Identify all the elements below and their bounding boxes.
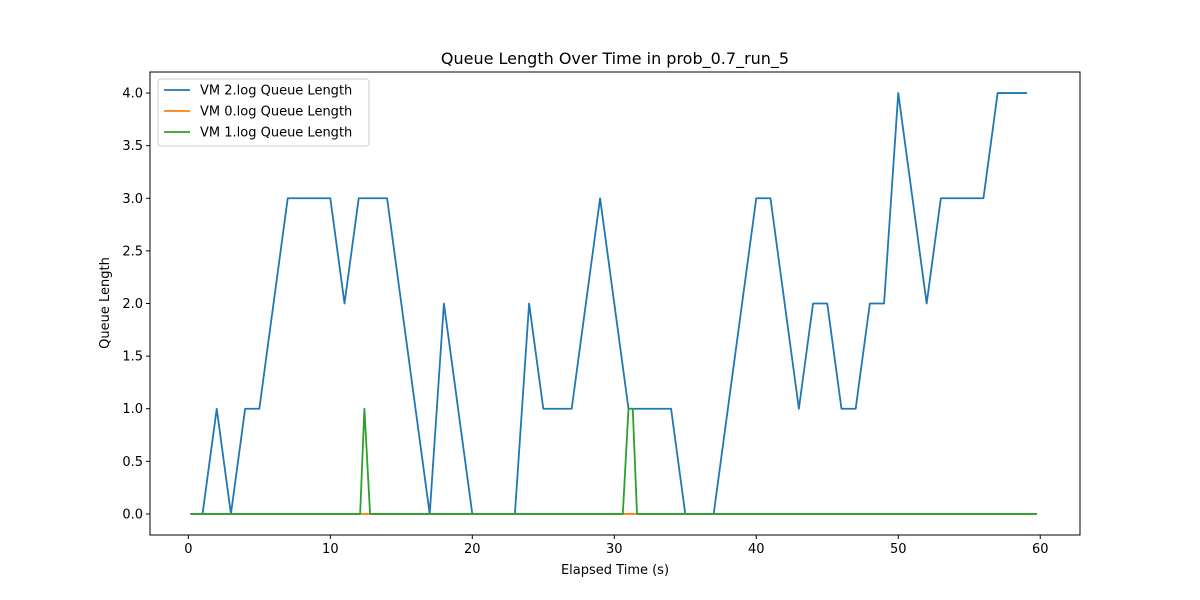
legend: VM 2.log Queue Length VM 0.log Queue Leng…	[157, 78, 370, 147]
y-tick-label: 2.5	[122, 244, 143, 259]
legend-label: VM 2.log Queue Length	[200, 84, 352, 99]
x-tick-label: 60	[1032, 542, 1049, 557]
y-tick-label: 3.5	[122, 139, 143, 154]
y-tick-label: 0.5	[122, 455, 143, 470]
legend-box	[157, 78, 370, 147]
legend-label: VM 0.log Queue Length	[200, 105, 352, 120]
y-axis-label: Queue Length	[98, 257, 113, 349]
x-tick-label: 50	[890, 542, 907, 557]
plot-area: 0 10 20 30 40 50 60 0.0 0.5 1.0 1.5 2.0 2.5 3.0 3.5 4.…	[122, 71, 1081, 557]
y-axis: 0.0 0.5 1.0 1.5 2.0 2.5 3.0 3.5 4.0	[122, 87, 150, 522]
x-tick-label: 20	[464, 542, 481, 557]
x-axis: 0 10 20 30 40 50 60	[184, 535, 1049, 557]
x-tick-label: 10	[322, 542, 339, 557]
y-tick-label: 0.0	[122, 507, 143, 522]
y-tick-label: 4.0	[122, 87, 143, 102]
x-axis-label: Elapsed Time (s)	[561, 563, 669, 578]
y-tick-label: 2.0	[122, 297, 143, 312]
x-tick-label: 40	[748, 542, 765, 557]
y-tick-label: 1.0	[122, 402, 143, 417]
legend-label: VM 1.log Queue Length	[200, 126, 352, 141]
series-layer	[190, 92, 1037, 515]
x-tick-label: 0	[184, 542, 192, 557]
y-tick-label: 3.0	[122, 192, 143, 207]
series-line-2	[190, 407, 1037, 515]
y-tick-label: 1.5	[122, 350, 143, 365]
x-tick-label: 30	[606, 542, 623, 557]
chart-title: Queue Length Over Time in prob_0.7_run_5	[441, 49, 789, 69]
